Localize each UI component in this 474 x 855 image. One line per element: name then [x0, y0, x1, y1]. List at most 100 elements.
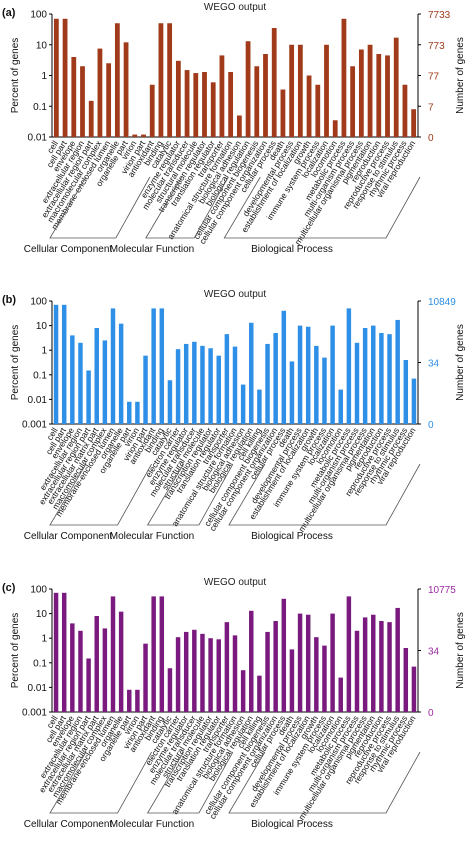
bar	[240, 670, 246, 712]
bar	[379, 621, 384, 712]
bar	[123, 42, 129, 137]
right-tick-label: 10849	[428, 297, 456, 308]
bar	[224, 334, 230, 424]
bar	[110, 308, 116, 424]
bar	[306, 75, 312, 137]
right-tick-label: 7	[428, 102, 434, 113]
bar	[265, 631, 270, 712]
chart-title: WEGO output	[204, 289, 266, 300]
bar	[245, 41, 251, 137]
bar	[395, 319, 400, 424]
bar	[78, 342, 83, 424]
chart-svg-a: (a) WEGO output1001010.10.0177337737770Pe…	[2, 2, 466, 255]
bar	[151, 308, 156, 424]
bar	[183, 343, 189, 424]
chart-title: WEGO output	[204, 2, 266, 13]
bar	[385, 55, 390, 138]
group-label: Cellular Component	[24, 244, 113, 255]
bar	[338, 677, 343, 712]
bar	[132, 134, 138, 137]
right-tick-label: 0	[428, 708, 434, 719]
bar	[86, 370, 91, 424]
bar	[149, 84, 155, 137]
y-tick-label: 0.01	[28, 683, 48, 694]
y-tick-label: 10	[36, 321, 48, 332]
bar	[167, 668, 173, 712]
bar	[110, 596, 116, 712]
group-bracket	[49, 176, 151, 239]
bar	[135, 401, 140, 424]
bar	[324, 44, 329, 137]
group-bracket	[145, 176, 229, 239]
bar	[354, 342, 360, 424]
group-bracket	[146, 463, 234, 526]
y-tick-label: 10	[36, 609, 48, 620]
bar	[387, 622, 392, 712]
bar	[183, 631, 189, 712]
bar	[127, 689, 132, 712]
chart-title: WEGO output	[204, 577, 266, 588]
bar	[102, 340, 108, 424]
bar	[402, 84, 408, 137]
bar	[393, 37, 399, 137]
bar	[94, 327, 99, 424]
bar	[61, 592, 67, 712]
panel-label: (a)	[2, 7, 16, 19]
bar	[159, 308, 165, 424]
bar	[70, 335, 75, 424]
bar	[254, 66, 260, 137]
bar	[289, 44, 295, 137]
y-tick-label: 1	[41, 346, 47, 357]
bar	[257, 675, 262, 712]
bar	[350, 66, 356, 137]
bar	[208, 348, 213, 424]
bar	[330, 325, 335, 424]
y-tick-label: 0.1	[33, 658, 47, 669]
bar	[135, 689, 140, 712]
right-tick-label: 0	[428, 420, 434, 431]
bar	[338, 389, 343, 424]
group-bracket	[228, 751, 421, 814]
bar	[53, 18, 59, 137]
bar	[367, 44, 373, 137]
group-label: Cellular Component	[24, 531, 113, 542]
bar	[395, 607, 400, 712]
y-axis-label-right: Number of genes	[455, 324, 466, 401]
bar	[53, 304, 59, 424]
bar	[362, 617, 368, 712]
bar	[273, 621, 278, 712]
bar	[62, 18, 68, 137]
bar	[216, 639, 221, 712]
bar	[193, 73, 199, 137]
bar	[358, 49, 364, 137]
bar	[210, 82, 216, 137]
bar	[158, 23, 164, 138]
bar	[232, 346, 238, 424]
bar	[315, 84, 321, 137]
bar	[232, 635, 238, 712]
bar	[202, 71, 207, 137]
bar	[88, 100, 94, 137]
bar	[167, 23, 173, 138]
bar	[118, 323, 124, 424]
group-bracket	[49, 463, 152, 526]
y-tick-label: 100	[30, 297, 47, 308]
y-tick-label: 10	[36, 40, 48, 51]
bar	[297, 613, 303, 712]
bar	[102, 628, 108, 712]
right-tick-label: 0	[428, 133, 434, 144]
bar	[280, 89, 286, 137]
bar	[240, 384, 246, 424]
group-label: Molecular Function	[110, 244, 194, 255]
bar	[71, 56, 77, 137]
y-tick-label: 0.01	[28, 133, 48, 144]
bar	[281, 310, 287, 424]
group-label: Biological Process	[251, 819, 333, 830]
group-bracket	[223, 176, 421, 239]
chart-svg-c: (c) WEGO output 100 10 1 0.1 0.01 0.001 10775 34 0…	[2, 577, 466, 830]
bar	[224, 622, 230, 712]
bar	[80, 66, 85, 137]
bar	[236, 115, 242, 137]
bar	[387, 334, 392, 424]
bar	[151, 596, 156, 712]
